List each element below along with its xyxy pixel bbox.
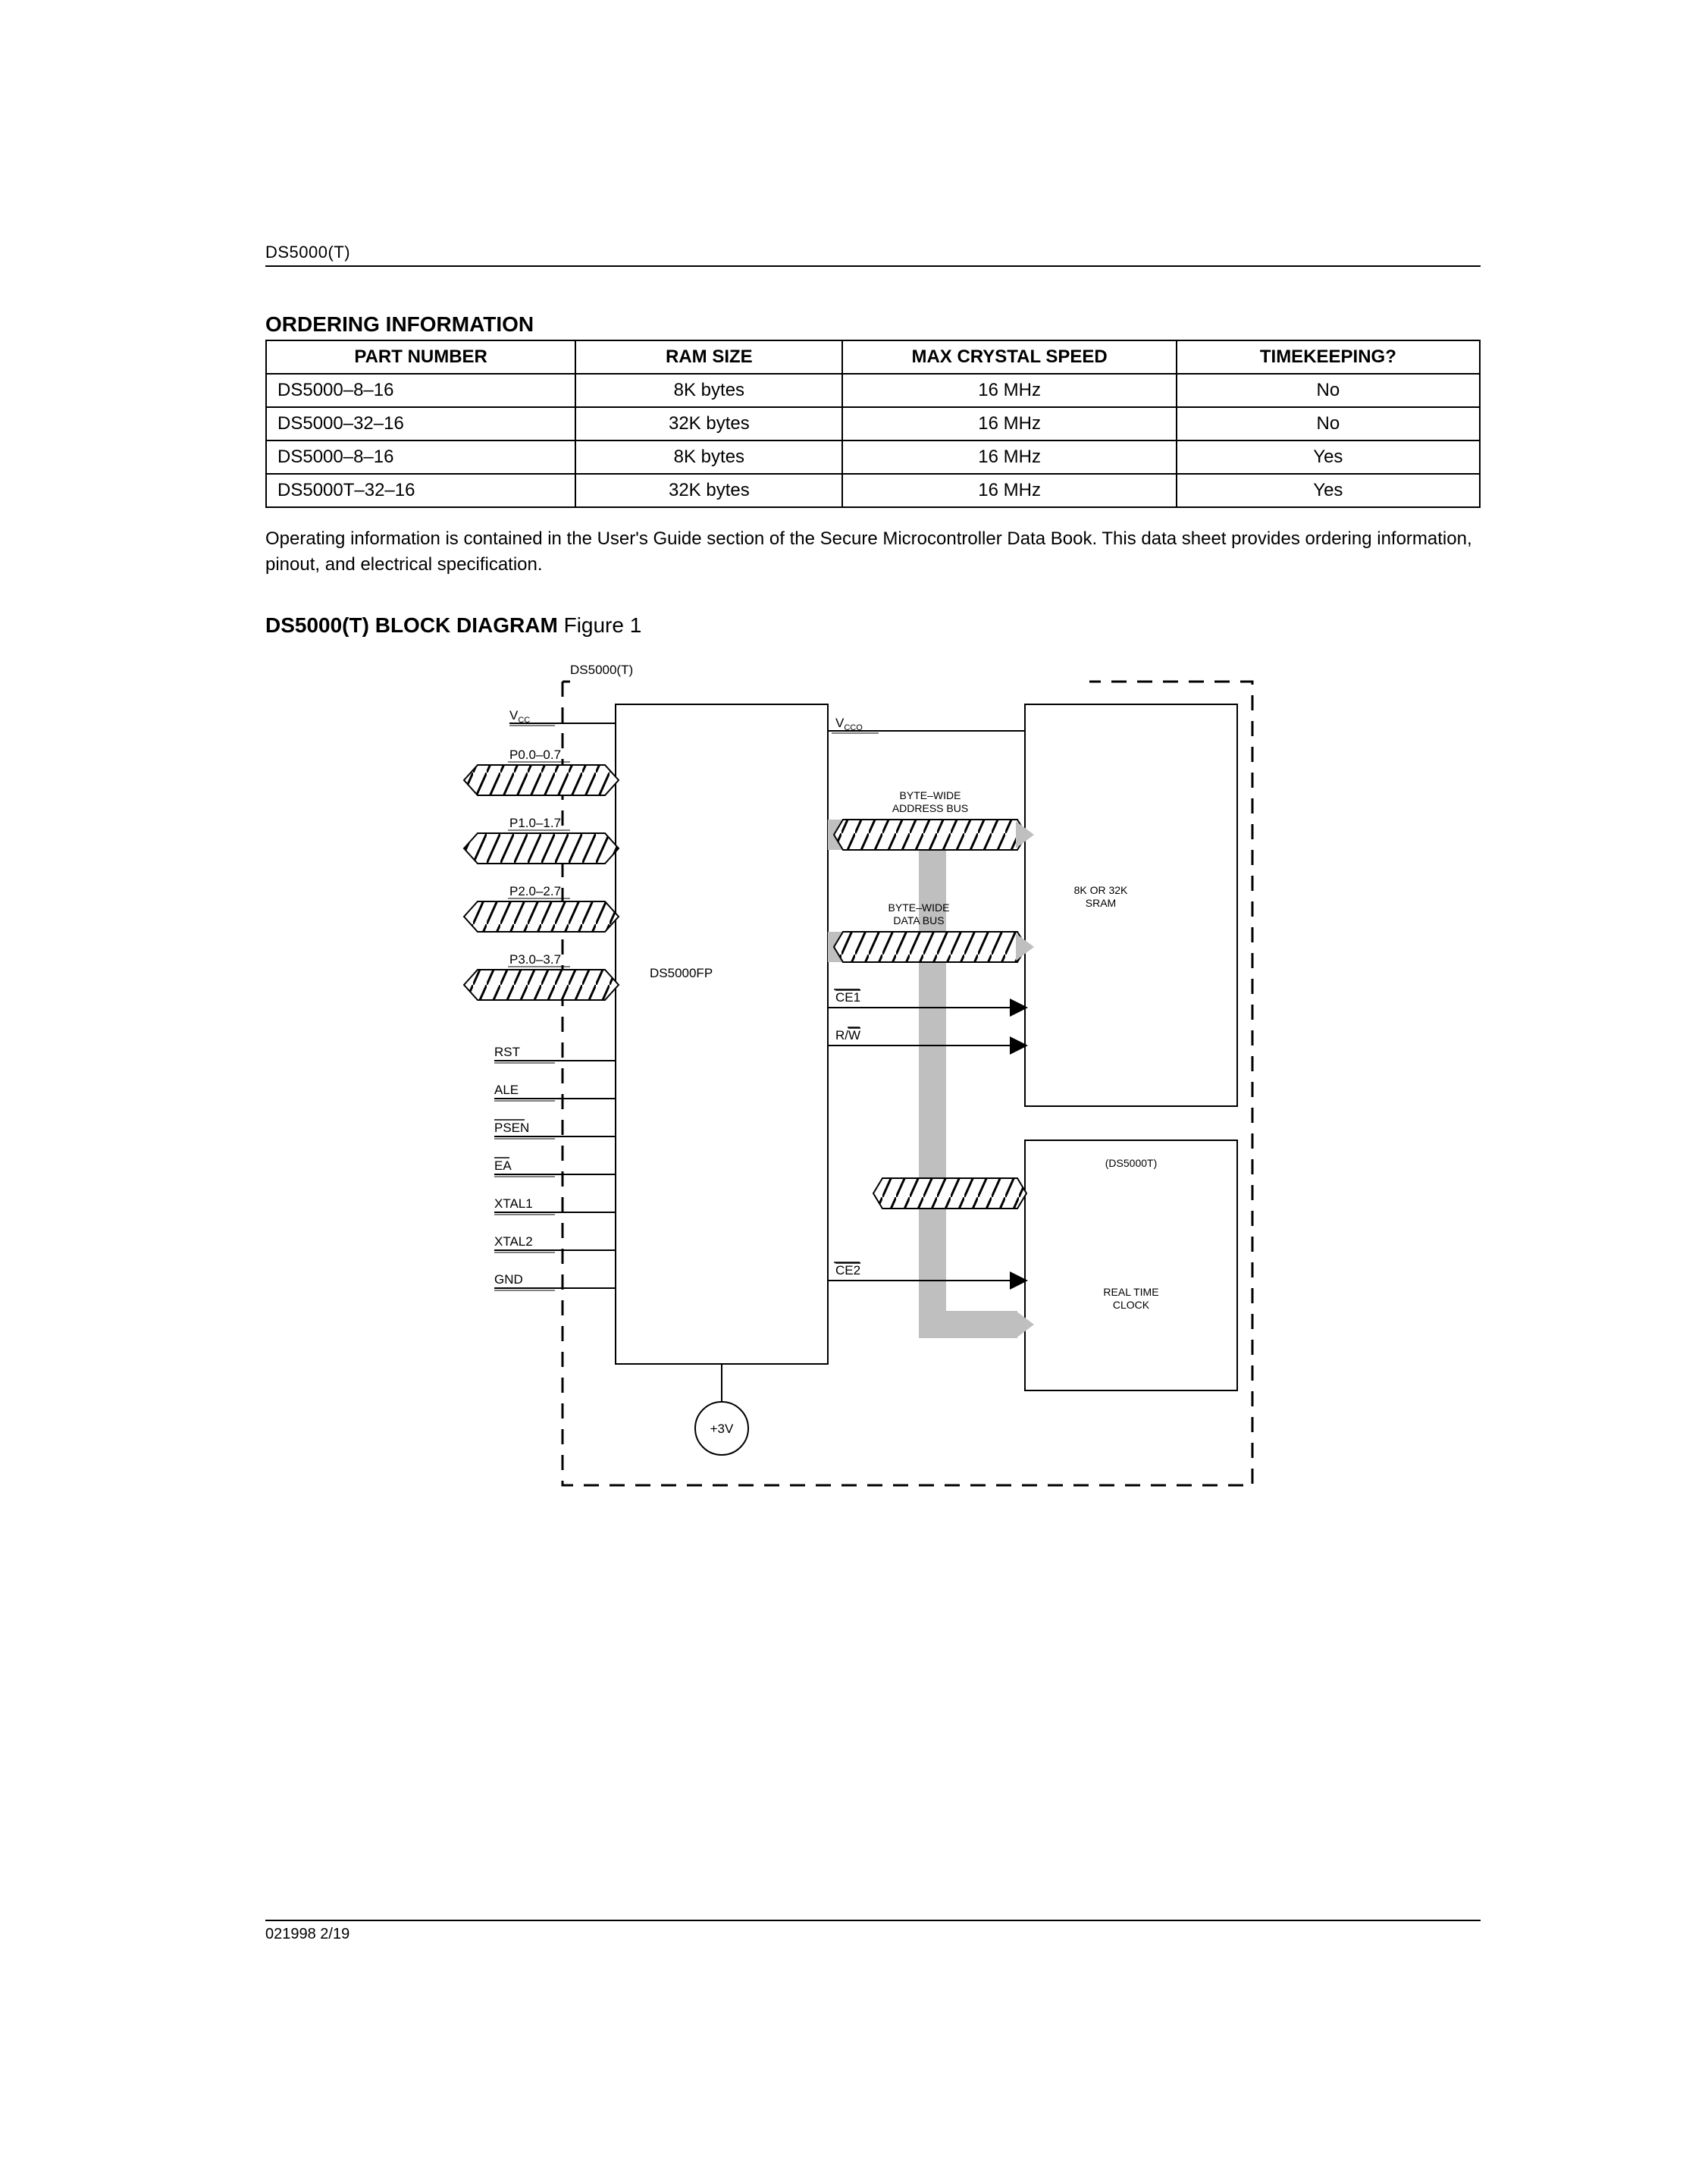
table-row: DS5000–8–168K bytes16 MHzYes <box>266 440 1480 474</box>
pin-label: RST <box>494 1045 520 1059</box>
ce1-label: CE1 <box>835 990 860 1005</box>
table-cell: 16 MHz <box>842 374 1176 407</box>
block-diagram: DS5000(T) DS5000FP 8K OR 32K SRAM (DS500… <box>265 651 1481 1523</box>
figure-heading-bold: DS5000(T) BLOCK DIAGRAM <box>265 613 558 637</box>
table-cell: DS5000T–32–16 <box>266 474 575 507</box>
table-cell: 8K bytes <box>575 440 842 474</box>
rtc-top: (DS5000T) <box>1105 1157 1156 1169</box>
svg-text:BYTE–WIDE: BYTE–WIDE <box>899 789 961 801</box>
main-block <box>616 704 828 1364</box>
table-header: PART NUMBER <box>266 340 575 374</box>
sram-block <box>1025 704 1237 1106</box>
port-label: P0.0–0.7 <box>509 748 561 762</box>
grey-bus <box>828 820 1017 1338</box>
figure-heading: DS5000(T) BLOCK DIAGRAM Figure 1 <box>265 613 1481 638</box>
data-bus: BYTE–WIDE DATA BUS <box>834 901 1026 962</box>
table-cell: 32K bytes <box>575 474 842 507</box>
figure-heading-rest: Figure 1 <box>558 613 642 637</box>
table-row: DS5000–8–168K bytes16 MHzNo <box>266 374 1480 407</box>
table-cell: Yes <box>1177 474 1480 507</box>
svg-text:BYTE–WIDE: BYTE–WIDE <box>888 901 949 914</box>
ordering-table: PART NUMBERRAM SIZEMAX CRYSTAL SPEEDTIME… <box>265 340 1481 508</box>
rtc-l1: REAL TIME <box>1103 1286 1158 1298</box>
table-cell: Yes <box>1177 440 1480 474</box>
ordering-title: ORDERING INFORMATION <box>265 312 1481 337</box>
port-bus <box>464 765 619 795</box>
table-cell: DS5000–8–16 <box>266 440 575 474</box>
pin-label: EA <box>494 1158 512 1173</box>
port-bus <box>464 833 619 864</box>
header-label: DS5000(T) <box>265 243 1481 262</box>
pin-label: XTAL2 <box>494 1234 533 1249</box>
note-text: Operating information is contained in th… <box>265 526 1481 577</box>
sram-line1: 8K OR 32K <box>1073 884 1127 896</box>
rw-label: R/W <box>835 1028 860 1042</box>
footer-text: 021998 2/19 <box>265 1926 1481 1943</box>
address-bus: BYTE–WIDE ADDRESS BUS <box>834 789 1026 850</box>
battery-label: +3V <box>710 1422 733 1436</box>
table-cell: 32K bytes <box>575 407 842 440</box>
port-bus <box>464 901 619 932</box>
pin-label: ALE <box>494 1083 519 1097</box>
table-cell: 16 MHz <box>842 440 1176 474</box>
svg-text:ADDRESS BUS: ADDRESS BUS <box>892 802 967 814</box>
table-cell: No <box>1177 374 1480 407</box>
table-cell: DS5000–32–16 <box>266 407 575 440</box>
table-header: TIMEKEEPING? <box>1177 340 1480 374</box>
bus-stub-rtc <box>873 1178 1026 1209</box>
svg-text:DATA BUS: DATA BUS <box>893 914 944 926</box>
header-rule <box>265 265 1481 267</box>
table-cell: 16 MHz <box>842 474 1176 507</box>
port-label: P3.0–3.7 <box>509 952 561 967</box>
pin-label: PSEN <box>494 1121 529 1135</box>
port-label: P2.0–2.7 <box>509 884 561 898</box>
boundary-label: DS5000(T) <box>570 663 633 677</box>
rtc-block <box>1025 1140 1237 1390</box>
rtc-l2: CLOCK <box>1112 1299 1149 1311</box>
footer: 021998 2/19 <box>265 1920 1481 1943</box>
table-header: MAX CRYSTAL SPEED <box>842 340 1176 374</box>
pin-label: GND <box>494 1272 523 1287</box>
vcco-label: VCCO <box>835 716 863 732</box>
ce2-label: CE2 <box>835 1263 860 1278</box>
table-header: RAM SIZE <box>575 340 842 374</box>
table-cell: 16 MHz <box>842 407 1176 440</box>
vcc-label: VCC <box>509 708 530 725</box>
sram-line2: SRAM <box>1085 897 1115 909</box>
port-label: P1.0–1.7 <box>509 816 561 830</box>
table-row: DS5000T–32–1632K bytes16 MHzYes <box>266 474 1480 507</box>
table-cell: No <box>1177 407 1480 440</box>
pin-label: XTAL1 <box>494 1196 533 1211</box>
table-row: DS5000–32–1632K bytes16 MHzNo <box>266 407 1480 440</box>
table-cell: DS5000–8–16 <box>266 374 575 407</box>
table-cell: 8K bytes <box>575 374 842 407</box>
port-bus <box>464 970 619 1000</box>
main-block-label: DS5000FP <box>650 966 713 980</box>
